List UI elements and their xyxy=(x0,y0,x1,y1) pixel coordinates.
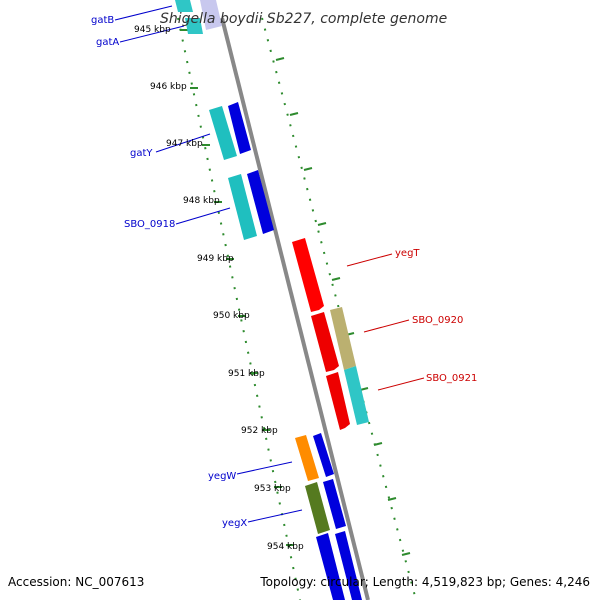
gene-gatA[interactable] xyxy=(185,18,203,34)
gene-SBO_0920[interactable] xyxy=(311,312,339,372)
gene-label-SBO_0921[interactable]: SBO_0921 xyxy=(426,373,477,384)
gene-gatA-2[interactable] xyxy=(200,0,222,30)
gene-label-yegT[interactable]: yegT xyxy=(395,248,420,259)
gene-yegT[interactable] xyxy=(292,238,324,312)
kbp-labels: 945 kbp 946 kbp 947 kbp 948 kbp 949 kbp … xyxy=(134,25,304,552)
gene-0926[interactable] xyxy=(316,533,345,600)
kbp-label: 949 kbp xyxy=(197,254,234,264)
kbp-label: 950 kbp xyxy=(213,311,250,321)
gene-yegW[interactable] xyxy=(295,435,319,481)
gene-label-yegX[interactable]: yegX xyxy=(222,518,247,529)
kbp-label: 952 kbp xyxy=(241,426,278,436)
gene-label-gatY[interactable]: gatY xyxy=(130,148,153,159)
map-title: Shigella boydii Sb227, complete genome xyxy=(160,11,447,27)
gene-label-yegW[interactable]: yegW xyxy=(208,471,236,482)
kbp-label: 948 kbp xyxy=(183,196,220,206)
kbp-label: 946 kbp xyxy=(150,82,187,92)
kbp-label: 953 kbp xyxy=(254,484,291,494)
gene-SBO_0918[interactable] xyxy=(228,174,257,240)
gene-label-SBO_0918[interactable]: SBO_0918 xyxy=(124,219,175,230)
gene-0927[interactable] xyxy=(335,531,362,600)
gene-gatY[interactable] xyxy=(209,106,237,160)
kbp-label: 954 kbp xyxy=(267,542,304,552)
kbp-label: 945 kbp xyxy=(134,25,171,35)
kbp-label: 951 kbp xyxy=(228,369,265,379)
kbp-label: 947 kbp xyxy=(166,139,203,149)
gene-SBO_0921[interactable] xyxy=(326,372,350,430)
accession-text: Accession: NC_007613 xyxy=(8,575,144,589)
gene-label-SBO_0920[interactable]: SBO_0920 xyxy=(412,315,463,326)
gene-yegX-2[interactable] xyxy=(323,479,346,529)
gene-label-gatA[interactable]: gatA xyxy=(96,37,119,48)
genome-backbone xyxy=(220,17,370,600)
gene-0921b[interactable] xyxy=(344,366,369,425)
topology-text: Topology: circular; Length: 4,519,823 bp… xyxy=(259,575,590,589)
gene-0920b[interactable] xyxy=(330,307,356,370)
label-leaders xyxy=(114,5,425,523)
forward-genes xyxy=(175,0,362,600)
gene-0918b[interactable] xyxy=(247,170,274,234)
inner-tick-track xyxy=(177,17,301,600)
outer-tick-track xyxy=(261,17,417,600)
gene-labels: gatB gatA gatY SBO_0918 yegW yegX yegT S… xyxy=(91,15,477,529)
gene-yegW-2[interactable] xyxy=(313,433,334,477)
gene-0917[interactable] xyxy=(228,102,251,154)
gene-label-gatB[interactable]: gatB xyxy=(91,15,114,26)
gene-yegX[interactable] xyxy=(305,482,330,534)
gene-gatB[interactable] xyxy=(175,0,193,12)
reverse-genes xyxy=(292,238,369,430)
